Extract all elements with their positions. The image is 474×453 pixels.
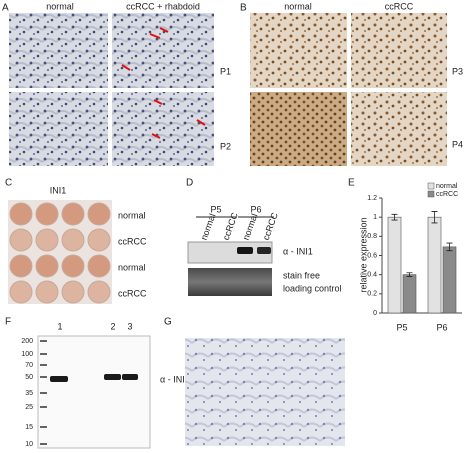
blot-band xyxy=(122,374,138,380)
control-label: loading control xyxy=(283,283,342,293)
panel-label: A xyxy=(2,3,9,14)
row-label: ccRCC xyxy=(118,288,147,298)
y-tick-label: 0.8 xyxy=(367,233,377,240)
dish xyxy=(61,228,85,252)
dish xyxy=(61,254,85,278)
micrograph xyxy=(112,92,214,166)
ladder-label: 50 xyxy=(25,374,33,381)
bar xyxy=(387,216,402,314)
group-label: P6 xyxy=(250,204,261,214)
blot-band xyxy=(104,374,121,380)
y-tick-label: 1.2 xyxy=(367,195,377,202)
western-blot xyxy=(37,335,151,449)
dish xyxy=(87,228,111,252)
error-bar xyxy=(406,272,413,277)
blot-band xyxy=(257,247,271,254)
panel-title: INI1 xyxy=(50,185,67,195)
dish xyxy=(9,228,33,252)
row-label: normal xyxy=(118,262,146,272)
y-tick-label: 0.2 xyxy=(367,291,377,298)
dish xyxy=(87,280,111,304)
micrograph xyxy=(112,13,214,88)
dish xyxy=(87,254,111,278)
dish xyxy=(35,228,59,252)
lane-label: 3 xyxy=(127,321,132,331)
dish xyxy=(61,280,85,304)
row-label: P1 xyxy=(220,66,231,76)
panel-label: B xyxy=(240,3,247,14)
ladder-label: 70 xyxy=(25,362,33,369)
row-label: P3 xyxy=(452,66,463,76)
panel-label: E xyxy=(348,178,355,189)
dish xyxy=(9,202,33,226)
lane-label: ccRCC xyxy=(221,211,240,242)
y-axis-label: relative expression xyxy=(358,217,368,292)
panel-label: G xyxy=(164,317,172,328)
dish xyxy=(61,202,85,226)
row-label: P2 xyxy=(220,141,231,151)
panel-label: F xyxy=(5,317,11,328)
error-bar xyxy=(431,211,438,224)
error-bar xyxy=(446,242,453,252)
micrograph xyxy=(9,13,108,88)
dish xyxy=(87,202,111,226)
error-bar xyxy=(391,213,398,221)
micrograph xyxy=(250,92,347,166)
column-label: ccRCC + rhabdoid xyxy=(126,1,200,11)
ladder: 200 100 70 50 35 25 15 10 xyxy=(21,338,47,448)
x-tick-label: P5 xyxy=(396,322,407,332)
stain-free-gel xyxy=(188,268,272,296)
lane-label: 1 xyxy=(57,321,62,331)
lane-label: ccRCC xyxy=(261,211,280,242)
group-label: P5 xyxy=(210,204,221,214)
row-label: P4 xyxy=(452,139,463,149)
column-label: ccRCC xyxy=(385,1,414,11)
y-tick-label: 0.6 xyxy=(367,252,377,259)
lane-label: 2 xyxy=(110,321,115,331)
dish xyxy=(9,280,33,304)
blot-band xyxy=(237,247,253,254)
dish xyxy=(35,280,59,304)
legend-swatch xyxy=(427,190,435,198)
blot-band xyxy=(50,376,68,382)
blot-label: α - INI1 xyxy=(283,246,313,256)
ladder-label: 10 xyxy=(25,441,33,448)
y-tick-label: 0 xyxy=(373,310,377,317)
legend-label: ccRCC xyxy=(436,191,458,198)
bar xyxy=(402,274,417,314)
dish xyxy=(35,254,59,278)
control-label: stain free xyxy=(283,270,320,280)
ladder-label: 100 xyxy=(21,351,33,358)
ladder-label: 35 xyxy=(25,390,33,397)
bar xyxy=(442,246,457,314)
arrows xyxy=(121,27,206,139)
ladder-label: 15 xyxy=(25,424,33,431)
bar xyxy=(427,216,442,314)
dishes xyxy=(9,202,111,304)
y-tick-label: 1 xyxy=(373,214,377,221)
micrograph xyxy=(9,92,108,166)
micrograph xyxy=(250,13,347,88)
column-label: normal xyxy=(46,1,74,11)
micrograph xyxy=(351,13,447,88)
dish xyxy=(9,254,33,278)
panel-label: C xyxy=(5,178,12,189)
column-label: normal xyxy=(284,1,312,11)
y-tick-label: 0.4 xyxy=(367,272,377,279)
row-label: ccRCC xyxy=(118,236,147,246)
row-label: normal xyxy=(118,210,146,220)
dish xyxy=(35,202,59,226)
micrograph xyxy=(351,92,447,166)
x-tick-label: P6 xyxy=(436,322,447,332)
legend-label: normal xyxy=(436,183,458,190)
panel-label: D xyxy=(186,178,193,189)
micrograph xyxy=(185,338,345,446)
blot-label: α - INI1 xyxy=(160,374,190,384)
legend-swatch xyxy=(427,182,435,190)
ladder-label: 200 xyxy=(21,338,33,345)
ladder-label: 25 xyxy=(25,404,33,411)
